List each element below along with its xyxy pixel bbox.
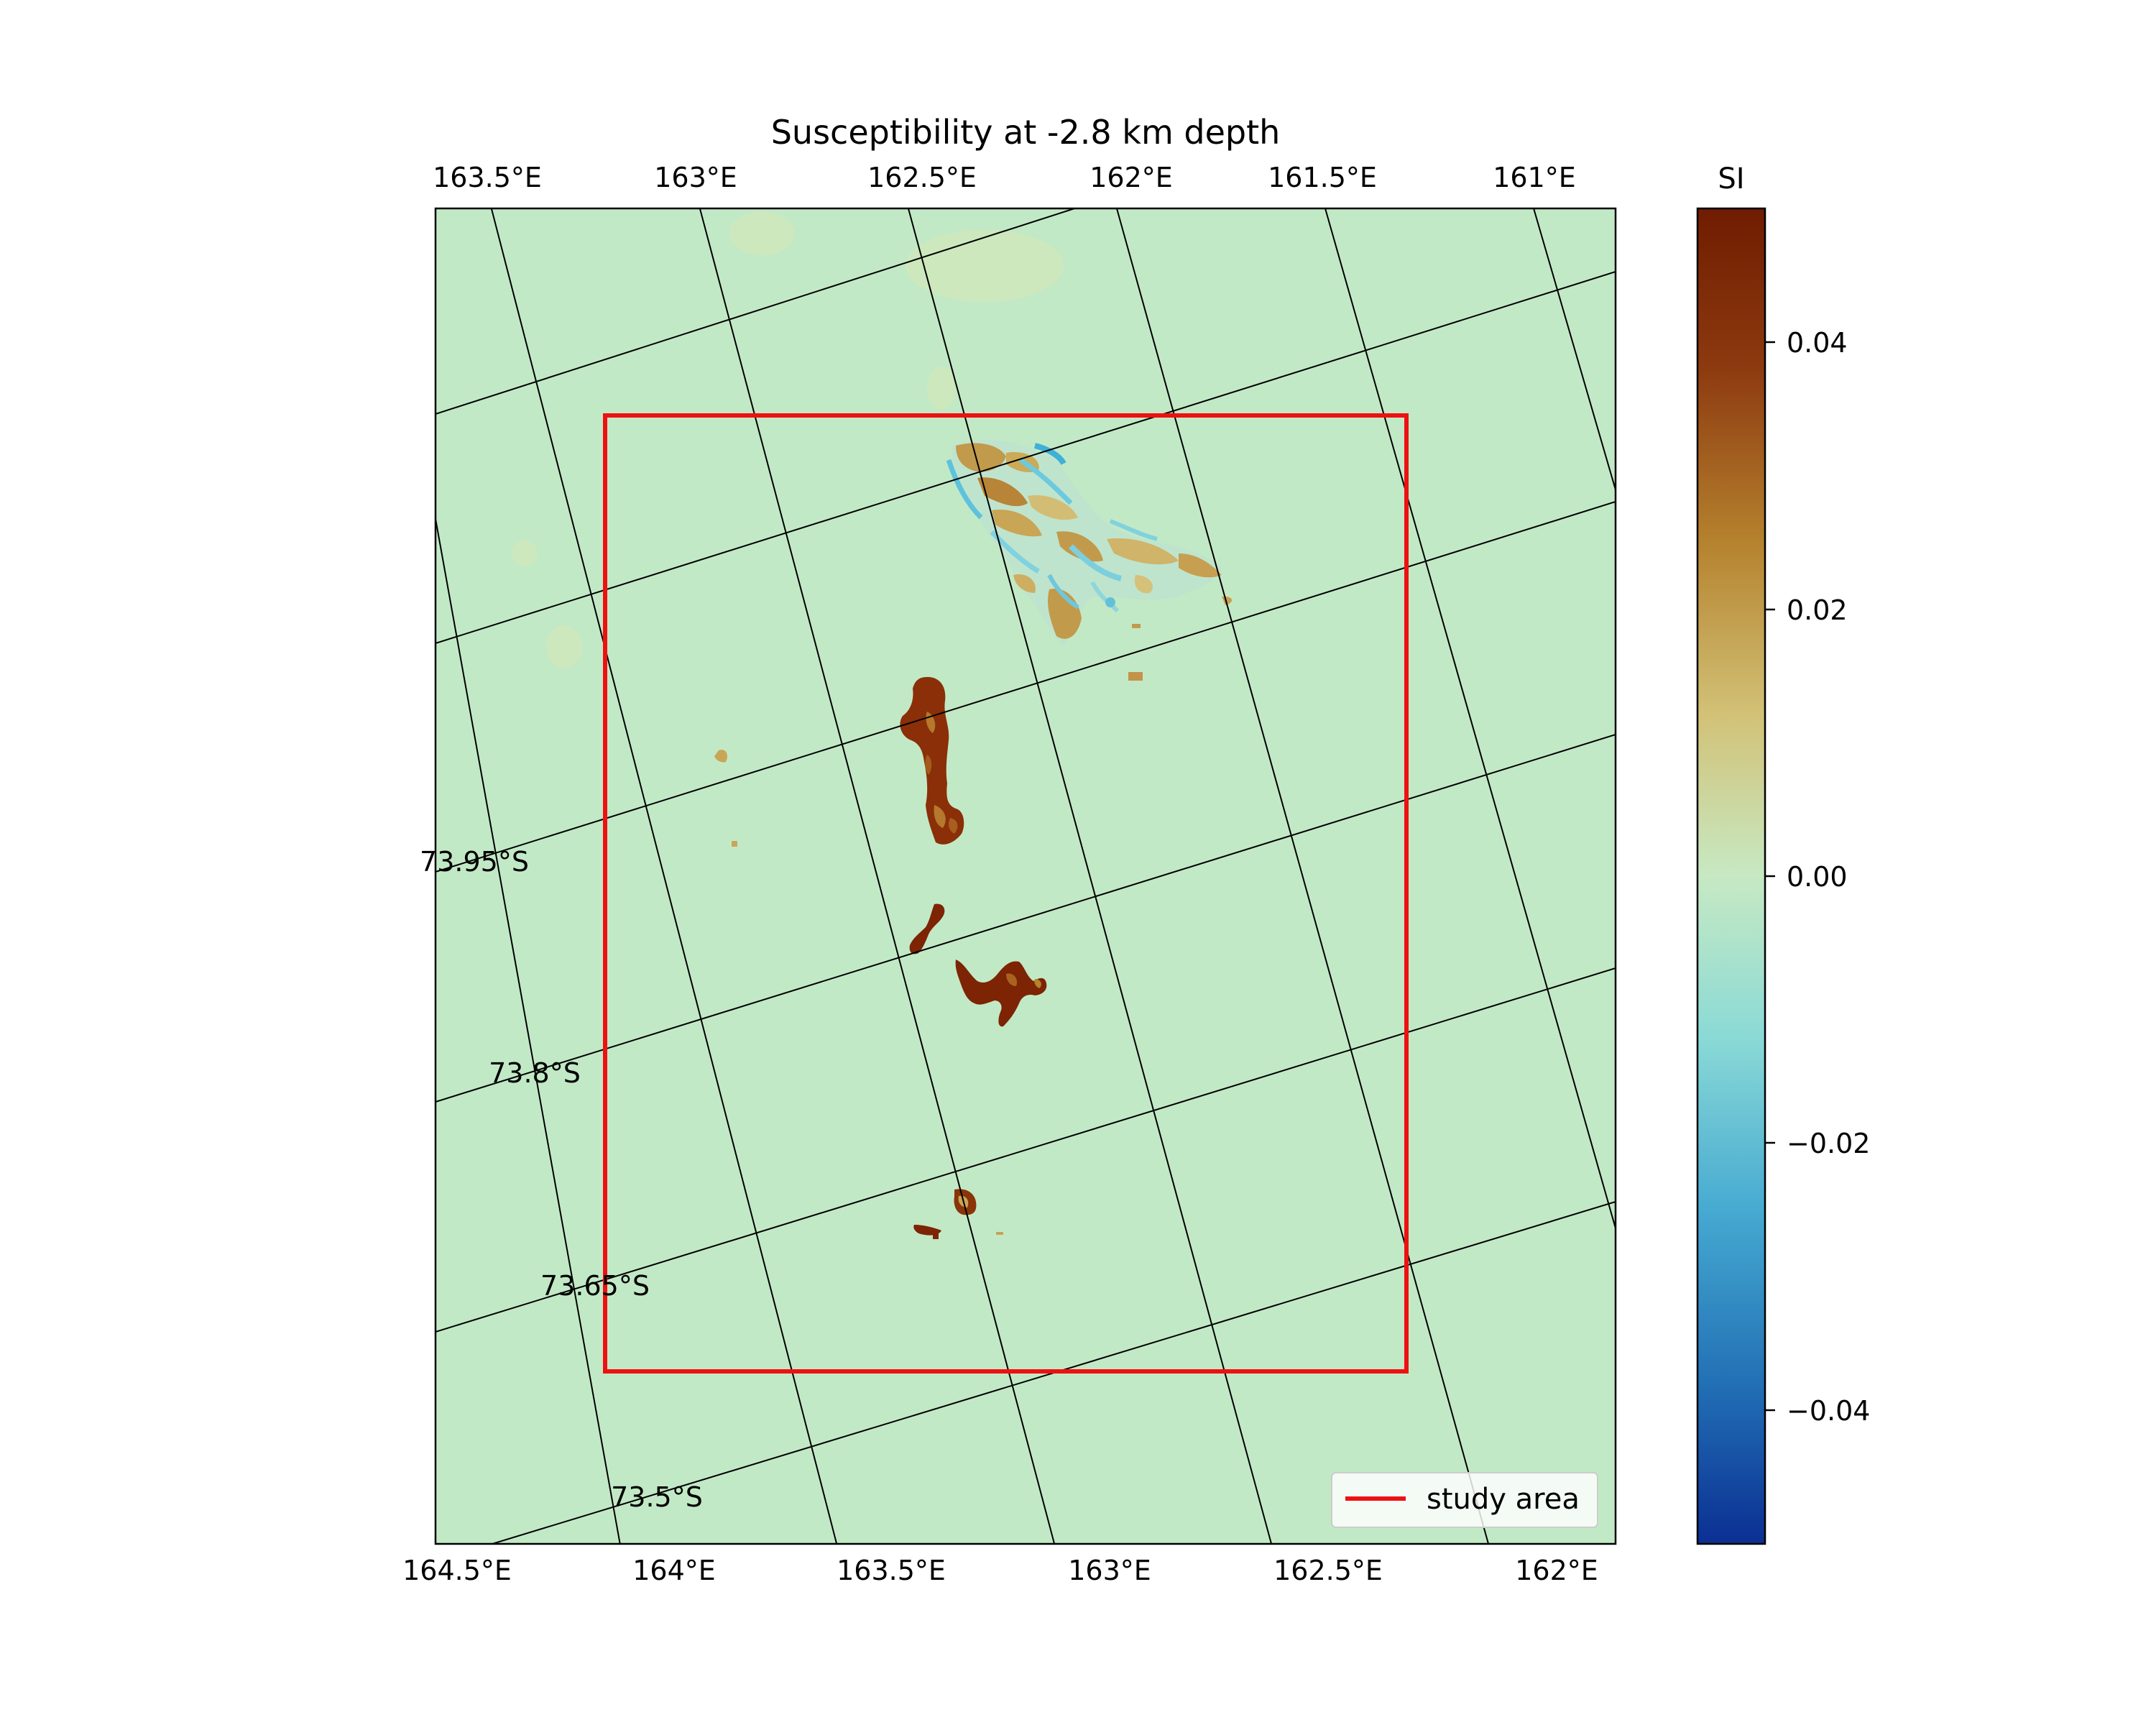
latitude-labels: 73.95°S 73.8°S 73.65°S 73.5°S bbox=[420, 846, 703, 1513]
top-lon-label: 161.5°E bbox=[1268, 162, 1377, 193]
meridian-line bbox=[1115, 208, 1490, 1544]
colorbar-ticks bbox=[1765, 341, 1775, 1412]
top-lon-label: 161°E bbox=[1493, 162, 1576, 193]
meridian-line bbox=[1324, 208, 1616, 1231]
meridian-line bbox=[699, 208, 1056, 1544]
colorbar-tick-labels: 0.04 0.02 0.00 −0.02 −0.04 bbox=[1787, 327, 1870, 1427]
bottom-lon-label: 164.5°E bbox=[402, 1555, 512, 1586]
colorbar-title: SI bbox=[1718, 162, 1744, 196]
graticule bbox=[436, 0, 1616, 1544]
top-longitude-labels: 163.5°E 163°E 162.5°E 162°E 161.5°E 161°… bbox=[433, 162, 1576, 193]
meridian-line bbox=[436, 515, 621, 1544]
mixed-anomaly-north bbox=[946, 439, 1233, 681]
parallel-line bbox=[436, 967, 1616, 1333]
colorbar-gradient bbox=[1696, 207, 1766, 1545]
top-lon-label: 163.5°E bbox=[433, 162, 542, 193]
top-lon-label: 162.5°E bbox=[867, 162, 977, 193]
lat-label: 73.65°S bbox=[540, 1270, 650, 1302]
parallel-line bbox=[436, 271, 1616, 644]
lat-label: 73.95°S bbox=[420, 846, 529, 878]
low-anomaly-tints bbox=[512, 212, 1064, 668]
lat-label: 73.8°S bbox=[489, 1057, 581, 1089]
colorbar: SI 0.04 0.02 0.00 −0.02 −0.04 bbox=[1696, 162, 1870, 1545]
meridian-line bbox=[490, 208, 838, 1544]
parallel-line bbox=[436, 0, 1616, 185]
colorbar-tick-label: −0.04 bbox=[1787, 1395, 1870, 1427]
bottom-lon-label: 162.5°E bbox=[1273, 1555, 1383, 1586]
meridian-line bbox=[1532, 208, 1616, 493]
top-lon-label: 162°E bbox=[1089, 162, 1173, 193]
parallel-line bbox=[436, 208, 1077, 415]
parallel-line bbox=[436, 501, 1616, 873]
bottom-lon-label: 163°E bbox=[1068, 1555, 1151, 1586]
colorbar-tick-label: 0.04 bbox=[1787, 327, 1848, 359]
bottom-lon-label: 163.5°E bbox=[837, 1555, 946, 1586]
map-background bbox=[436, 208, 1616, 1544]
parallel-line bbox=[436, 734, 1616, 1103]
colorbar-tick-label: −0.02 bbox=[1787, 1128, 1870, 1159]
top-lon-label: 163°E bbox=[654, 162, 737, 193]
lat-label: 73.5°S bbox=[611, 1481, 703, 1513]
legend: study area bbox=[1331, 1472, 1598, 1528]
legend-box bbox=[1331, 1472, 1598, 1528]
strong-anomaly-chain bbox=[714, 676, 1047, 1239]
bottom-lon-label: 164°E bbox=[632, 1555, 716, 1586]
colorbar-tick-label: 0.02 bbox=[1787, 594, 1848, 626]
bottom-longitude-labels: 164.5°E 164°E 163.5°E 163°E 162.5°E 162°… bbox=[402, 1555, 1598, 1586]
colorbar-tick-label: 0.00 bbox=[1787, 861, 1848, 893]
map-area: study area bbox=[436, 0, 1616, 1544]
parallel-line bbox=[489, 1201, 1616, 1544]
study-area-boundary bbox=[603, 413, 1409, 1374]
map-title: Susceptibility at -2.8 km depth bbox=[771, 113, 1281, 152]
legend-label: study area bbox=[1427, 1483, 1580, 1516]
map-frame bbox=[434, 207, 1617, 1545]
bottom-lon-label: 162°E bbox=[1515, 1555, 1598, 1586]
